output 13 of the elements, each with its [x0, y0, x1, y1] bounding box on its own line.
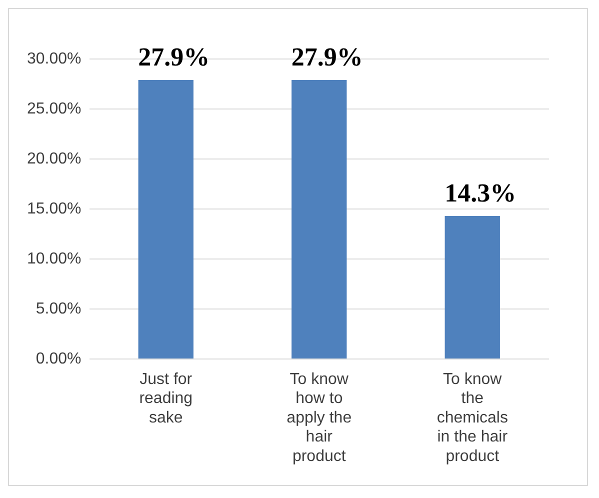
- x-tick-label: To know how to apply the hair product: [286, 371, 352, 465]
- x-tick-label: Just for reading sake: [139, 371, 193, 426]
- y-tick-label: 10.00%: [27, 250, 82, 268]
- y-tick-label: 15.00%: [27, 200, 82, 218]
- data-label: 14.3%: [444, 178, 516, 208]
- y-tick-label: 25.00%: [27, 100, 82, 118]
- y-tick-label: 30.00%: [27, 50, 82, 68]
- data-label: 27.9%: [291, 42, 363, 72]
- y-tick-label: 0.00%: [36, 350, 82, 368]
- x-tick-label: To know the chemicals in the hair product: [436, 371, 508, 465]
- y-tick-label: 20.00%: [27, 150, 82, 168]
- y-tick-label: 5.00%: [36, 300, 82, 318]
- data-label: 27.9%: [138, 42, 210, 72]
